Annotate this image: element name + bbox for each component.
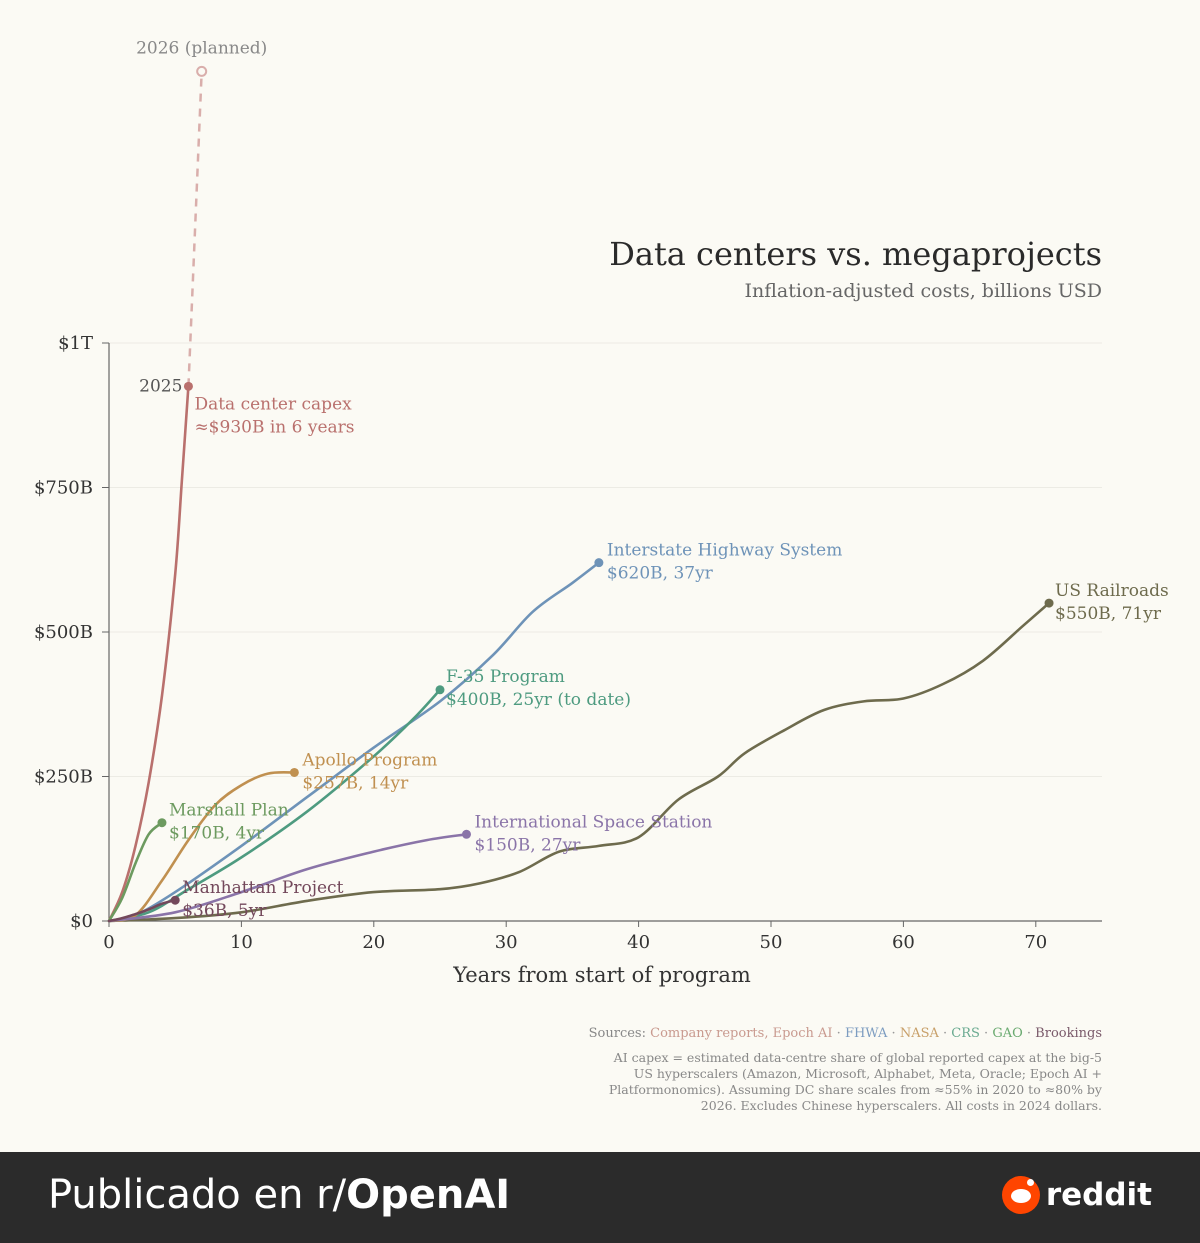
- footer-caption: Publicado en r/OpenAI: [48, 1172, 510, 1218]
- chart-svg: Data centers vs. megaprojects Inflation-…: [34, 38, 1169, 1113]
- projection-end-marker: [196, 65, 208, 77]
- series-end-marker: [157, 818, 167, 828]
- series-line: [107, 561, 601, 923]
- y-tick-label: $750B: [34, 478, 93, 499]
- series-end-marker: [170, 895, 180, 905]
- series-end-marker: [594, 558, 604, 568]
- series-label-line: Interstate Highway System: [607, 541, 842, 561]
- series-label-line: $257B, 14yr: [302, 773, 409, 793]
- reddit-wordmark: reddit: [1045, 1177, 1152, 1213]
- sources-prefix: Sources:: [589, 1026, 650, 1041]
- source-item: Brookings: [1035, 1026, 1102, 1041]
- series-label-line: $36B, 5yr: [182, 901, 267, 921]
- sources-line: Sources: Company reports, Epoch AI · FHW…: [589, 1026, 1102, 1041]
- projection-line: [187, 71, 203, 387]
- methodology-note: AI capex = estimated data-centre share o…: [609, 1050, 1103, 1113]
- reddit-logo-icon: [1001, 1176, 1040, 1214]
- sources-separator: ·: [887, 1026, 899, 1041]
- subreddit-name[interactable]: OpenAI: [346, 1172, 511, 1218]
- x-tick-label: 30: [495, 932, 518, 953]
- series-line: [107, 601, 1051, 923]
- series-line: [107, 898, 177, 923]
- chart-title: Data centers vs. megaprojects: [609, 235, 1102, 273]
- note-line: Platformonomics). Assuming DC share scal…: [609, 1082, 1103, 1097]
- x-tick-label: 20: [362, 932, 385, 953]
- projection-end-label: 2026 (planned): [136, 38, 267, 58]
- reddit-brand[interactable]: reddit: [1001, 1176, 1152, 1214]
- series-end-marker: [289, 767, 299, 777]
- series-label-line: F-35 Program: [446, 667, 565, 687]
- sources-separator: ·: [1023, 1026, 1035, 1041]
- sources-separator: ·: [833, 1026, 845, 1041]
- note-line: 2026. Excludes Chinese hyperscalers. All…: [701, 1098, 1102, 1113]
- series-line: [107, 833, 468, 923]
- series-end-marker: [183, 381, 193, 391]
- gridlines: [109, 342, 1102, 777]
- series-labels: 2026 (planned) 2025 Data center capex ≈$930…: [136, 38, 1169, 921]
- series-label-line: $620B, 37yr: [607, 564, 714, 584]
- series-end-marker: [1044, 598, 1054, 608]
- series-label-line: Marshall Plan: [169, 801, 289, 821]
- series-group: [107, 65, 1054, 923]
- source-item: NASA: [900, 1026, 940, 1041]
- chart-subtitle: Inflation-adjusted costs, billions USD: [745, 280, 1103, 302]
- series-label-line: $150B, 27yr: [474, 835, 581, 855]
- series-end-marker: [435, 685, 445, 695]
- series-label-line: $170B, 4yr: [169, 824, 265, 844]
- x-tick-label: 60: [892, 932, 915, 953]
- source-item: Company reports, Epoch AI: [650, 1026, 832, 1041]
- sources-separator: ·: [980, 1026, 992, 1041]
- series-label-line: International Space Station: [474, 812, 712, 832]
- series-label-line: ≈$930B in 6 years: [194, 417, 354, 437]
- y-tick-label: $0: [70, 911, 93, 932]
- x-tick-label: 0: [103, 932, 114, 953]
- series-line: [107, 821, 164, 923]
- x-tick-label: 40: [627, 932, 650, 953]
- y-tick-label: $250B: [34, 767, 93, 788]
- y-tick-label: $500B: [34, 622, 93, 643]
- source-item: CRS: [951, 1026, 980, 1041]
- sources-text: Sources: Company reports, Epoch AI · FHW…: [589, 1026, 1102, 1041]
- series-line: [107, 688, 442, 923]
- series-line: [107, 771, 296, 923]
- footer-prefix: Publicado en r/: [48, 1172, 347, 1218]
- series-label-line: Data center capex: [194, 394, 352, 414]
- x-tick-label: 50: [760, 932, 783, 953]
- series-label-line: Apollo Program: [301, 750, 437, 770]
- series-label-line: Manhattan Project: [182, 878, 343, 898]
- series-line: [107, 385, 190, 923]
- footer-bar: Publicado en r/OpenAI reddit: [0, 1152, 1200, 1243]
- projection-start-label: 2025: [139, 376, 182, 396]
- series-label-line: US Railroads: [1055, 581, 1169, 601]
- series-label-line: $550B, 71yr: [1055, 604, 1162, 624]
- sources-separator: ·: [939, 1026, 951, 1041]
- x-tick-label: 70: [1024, 932, 1047, 953]
- source-item: GAO: [992, 1026, 1022, 1041]
- note-line: US hyperscalers (Amazon, Microsoft, Alph…: [634, 1066, 1102, 1081]
- x-tick-label: 10: [230, 932, 253, 953]
- series-end-marker: [461, 829, 471, 839]
- series-label-line: $400B, 25yr (to date): [446, 690, 631, 710]
- axes: $0 $250B $500B $750B $1T 0 10 20 30 40 50 60 70: [34, 333, 1102, 953]
- source-item: FHWA: [845, 1026, 888, 1041]
- note-line: AI capex = estimated data-centre share o…: [613, 1050, 1102, 1065]
- x-axis-title: Years from start of program: [452, 963, 751, 987]
- y-tick-label: $1T: [58, 333, 93, 354]
